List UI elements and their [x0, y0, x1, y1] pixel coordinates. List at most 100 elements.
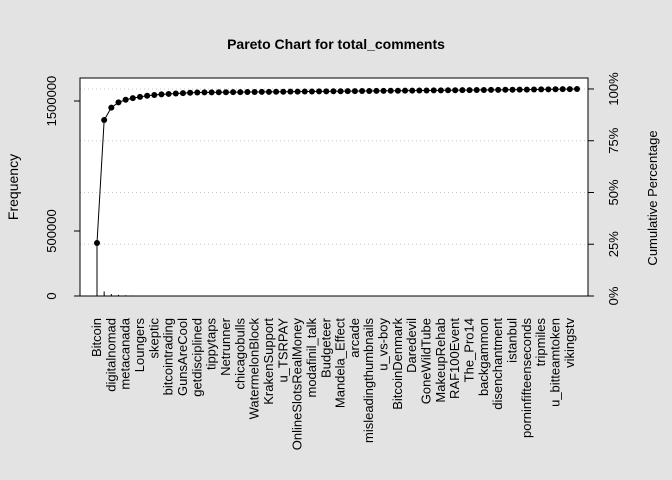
- cumulative-point: [495, 86, 502, 93]
- cumulative-point: [452, 87, 459, 94]
- cumulative-point: [215, 89, 222, 96]
- x-tick-label: GunsAreCool: [175, 318, 190, 396]
- x-tick-label: u_bitteamtoken: [548, 318, 563, 407]
- cumulative-point: [222, 89, 229, 96]
- x-tick-label: digitalnomad: [103, 318, 118, 392]
- cumulative-point: [509, 86, 516, 93]
- x-tick-label: Netrunner: [218, 317, 233, 375]
- y-tick-label: 1500000: [44, 76, 59, 127]
- cumulative-point: [323, 88, 330, 95]
- cumulative-point: [409, 87, 416, 94]
- cumulative-point: [237, 89, 244, 96]
- cumulative-point: [136, 93, 143, 100]
- cumulative-point: [194, 89, 201, 96]
- y2-tick-label: 25%: [606, 231, 621, 257]
- cumulative-point: [301, 88, 308, 95]
- cumulative-point: [423, 87, 430, 94]
- cumulative-point: [208, 89, 215, 96]
- cumulative-point: [179, 90, 186, 97]
- cumulative-point: [402, 87, 409, 94]
- cumulative-point: [437, 87, 444, 94]
- x-tick-label: backgammon: [476, 318, 491, 396]
- y2-axis-label: Cumulative Percentage: [645, 130, 660, 265]
- cumulative-point: [416, 87, 423, 94]
- x-tick-label: modafinil_talk: [304, 318, 319, 398]
- cumulative-point: [394, 87, 401, 94]
- cumulative-point: [94, 240, 100, 247]
- x-tick-label: Bitcoin: [89, 318, 104, 357]
- cumulative-point: [359, 88, 366, 95]
- x-tick-label: arcade: [347, 318, 362, 358]
- cumulative-point: [273, 88, 280, 95]
- cumulative-point: [101, 117, 108, 124]
- cumulative-point: [552, 86, 559, 93]
- x-tick-label: u_vs-boy: [376, 318, 391, 371]
- cumulative-point: [366, 87, 373, 94]
- cumulative-point: [373, 87, 380, 94]
- x-tick-label: Loungers: [132, 318, 147, 373]
- x-tick-label: skeptic: [146, 318, 161, 359]
- cumulative-point: [265, 88, 272, 95]
- cumulative-point: [337, 88, 344, 95]
- cumulative-point: [187, 89, 194, 96]
- y-tick-label: 500000: [44, 209, 59, 252]
- y2-tick-label: 50%: [606, 179, 621, 205]
- x-tick-label: OnlineSlotsRealMoney: [290, 318, 305, 451]
- x-tick-label: The_Pro14: [462, 318, 477, 382]
- cumulative-point: [244, 89, 251, 96]
- x-tick-label: KrakenSupport: [261, 318, 276, 405]
- x-tick-label: u_TSRPAY: [275, 318, 290, 383]
- cumulative-point: [387, 87, 394, 94]
- cumulative-point: [158, 91, 165, 98]
- y-tick-label: 0: [44, 292, 59, 299]
- bar: [125, 295, 127, 296]
- chart-title: Pareto Chart for total_comments: [227, 36, 445, 52]
- cumulative-point: [280, 88, 287, 95]
- bar: [96, 243, 98, 296]
- cumulative-point: [502, 86, 509, 93]
- x-tick-label: GoneWildTube: [419, 318, 434, 404]
- x-tick-label: tripmiles: [533, 318, 548, 367]
- y-axis-label: Frequency: [5, 154, 21, 220]
- x-tick-label: Daredevil: [404, 318, 419, 373]
- cumulative-point: [566, 86, 573, 93]
- plot-frame: [79, 77, 589, 297]
- cumulative-point: [480, 86, 487, 93]
- x-tick-label: MakeupRehab: [433, 318, 448, 403]
- bar: [117, 294, 119, 296]
- x-tick-label: metacanada: [118, 317, 133, 389]
- x-tick-label: chicagobulls: [232, 318, 247, 390]
- y2-tick-label: 0%: [606, 286, 621, 305]
- x-tick-label: Mandela_Effect: [333, 318, 348, 408]
- cumulative-point: [473, 87, 480, 94]
- cumulative-point: [516, 86, 523, 93]
- cumulative-point: [559, 86, 566, 93]
- x-tick-label: bitcointrading: [161, 318, 176, 395]
- cumulative-point: [488, 86, 495, 93]
- cumulative-point: [151, 91, 158, 98]
- cumulative-point: [308, 88, 315, 95]
- cumulative-point: [115, 99, 122, 106]
- x-tick-label: WatermelonBlock: [247, 318, 262, 420]
- bar: [110, 294, 112, 296]
- cumulative-point: [122, 96, 129, 103]
- cumulative-point: [574, 85, 580, 92]
- cumulative-point: [531, 86, 538, 93]
- x-tick-label: misleadingthumbnails: [361, 318, 376, 444]
- cumulative-point: [287, 88, 294, 95]
- bar: [103, 291, 105, 296]
- cumulative-point: [165, 90, 172, 97]
- cumulative-point: [258, 88, 265, 95]
- cumulative-point: [344, 88, 351, 95]
- x-tick-label: tippytaps: [204, 318, 219, 371]
- cumulative-point: [459, 87, 466, 94]
- x-tick-label: istanbul: [505, 318, 520, 363]
- cumulative-point: [430, 87, 437, 94]
- cumulative-point: [445, 87, 452, 94]
- plot-area: [80, 78, 588, 296]
- cumulative-point: [466, 87, 473, 94]
- cumulative-point: [144, 92, 151, 99]
- x-tick-label: getdisciplined: [189, 318, 204, 397]
- y2-tick-label: 100%: [606, 72, 621, 106]
